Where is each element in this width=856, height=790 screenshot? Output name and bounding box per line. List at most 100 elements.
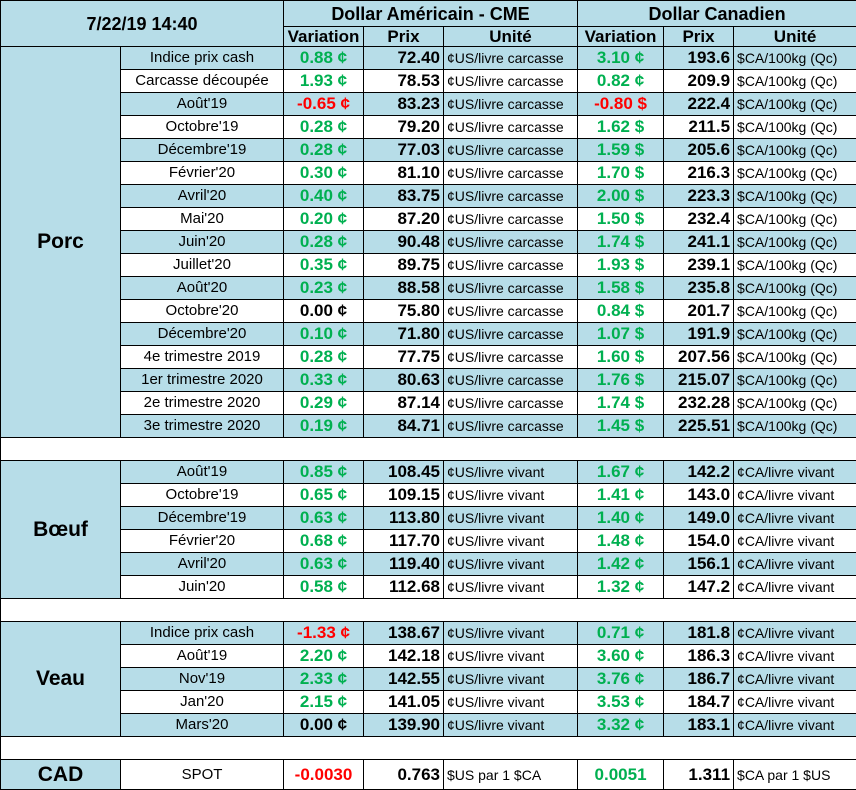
- column-header: Variation: [578, 27, 664, 47]
- us-variation: 0.28 ¢: [284, 116, 364, 139]
- ca-unit: $CA/100kg (Qc): [734, 208, 856, 231]
- column-header: Variation: [284, 27, 364, 47]
- item-label: Carcasse découpée: [121, 70, 284, 93]
- item-label: Juillet'20: [121, 254, 284, 277]
- us-price: 117.70: [364, 530, 444, 553]
- column-header: Prix: [364, 27, 444, 47]
- us-variation: 0.28 ¢: [284, 346, 364, 369]
- ca-unit: $CA/100kg (Qc): [734, 277, 856, 300]
- ca-variation: 1.76 $: [578, 369, 664, 392]
- us-variation: 0.65 ¢: [284, 484, 364, 507]
- us-unit: ¢US/livre carcasse: [444, 415, 578, 438]
- us-unit: ¢US/livre carcasse: [444, 139, 578, 162]
- ca-price: 209.9: [664, 70, 734, 93]
- ca-variation: 1.07 $: [578, 323, 664, 346]
- ca-price: 207.56: [664, 346, 734, 369]
- ca-variation: 1.50 $: [578, 208, 664, 231]
- ca-price: 183.1: [664, 714, 734, 737]
- ca-unit: $CA/100kg (Qc): [734, 231, 856, 254]
- ca-variation: 3.53 ¢: [578, 691, 664, 714]
- us-price: 139.90: [364, 714, 444, 737]
- us-unit: ¢US/livre carcasse: [444, 392, 578, 415]
- ca-variation: 3.60 ¢: [578, 645, 664, 668]
- item-label: Avril'20: [121, 553, 284, 576]
- ca-unit: $CA/100kg (Qc): [734, 300, 856, 323]
- us-price: 83.75: [364, 185, 444, 208]
- group-label: Veau: [1, 622, 121, 737]
- item-label: Décembre'19: [121, 139, 284, 162]
- us-variation: -0.0030: [284, 760, 364, 790]
- ca-variation: 1.32 ¢: [578, 576, 664, 599]
- us-variation: 1.93 ¢: [284, 70, 364, 93]
- item-label: Mai'20: [121, 208, 284, 231]
- ca-price: 186.3: [664, 645, 734, 668]
- us-unit: ¢US/livre carcasse: [444, 277, 578, 300]
- ca-price: 143.0: [664, 484, 734, 507]
- ca-price: 232.28: [664, 392, 734, 415]
- us-variation: 0.10 ¢: [284, 323, 364, 346]
- us-unit: ¢US/livre vivant: [444, 530, 578, 553]
- item-label: Octobre'19: [121, 484, 284, 507]
- us-variation: 0.33 ¢: [284, 369, 364, 392]
- us-variation: 0.68 ¢: [284, 530, 364, 553]
- ca-unit: $CA/100kg (Qc): [734, 139, 856, 162]
- us-unit: ¢US/livre vivant: [444, 484, 578, 507]
- ca-unit: ¢CA/livre vivant: [734, 576, 856, 599]
- ca-unit: $CA/100kg (Qc): [734, 162, 856, 185]
- us-variation: 0.30 ¢: [284, 162, 364, 185]
- spacer-cell: [1, 737, 856, 760]
- item-label: 1er trimestre 2020: [121, 369, 284, 392]
- item-label: Octobre'19: [121, 116, 284, 139]
- ca-unit: $CA/100kg (Qc): [734, 116, 856, 139]
- item-label: Août'20: [121, 277, 284, 300]
- ca-unit: ¢CA/livre vivant: [734, 714, 856, 737]
- us-price: 138.67: [364, 622, 444, 645]
- item-label: 3e trimestre 2020: [121, 415, 284, 438]
- ca-variation: 1.74 $: [578, 231, 664, 254]
- us-variation: 0.88 ¢: [284, 47, 364, 70]
- us-variation: 0.00 ¢: [284, 300, 364, 323]
- us-price: 84.71: [364, 415, 444, 438]
- us-variation: 0.58 ¢: [284, 576, 364, 599]
- ca-variation: 3.32 ¢: [578, 714, 664, 737]
- ca-unit: ¢CA/livre vivant: [734, 645, 856, 668]
- us-unit: ¢US/livre carcasse: [444, 162, 578, 185]
- ca-unit: $CA/100kg (Qc): [734, 185, 856, 208]
- us-variation: 0.63 ¢: [284, 553, 364, 576]
- ca-price: 181.8: [664, 622, 734, 645]
- us-price: 83.23: [364, 93, 444, 116]
- ca-title: Dollar Canadien: [578, 1, 856, 27]
- ca-variation: 1.42 ¢: [578, 553, 664, 576]
- ca-price: 1.311: [664, 760, 734, 790]
- ca-unit: ¢CA/livre vivant: [734, 484, 856, 507]
- ca-variation: 1.41 ¢: [578, 484, 664, 507]
- ca-price: 184.7: [664, 691, 734, 714]
- us-variation: 0.29 ¢: [284, 392, 364, 415]
- ca-price: 205.6: [664, 139, 734, 162]
- ca-unit: ¢CA/livre vivant: [734, 691, 856, 714]
- ca-price: 201.7: [664, 300, 734, 323]
- ca-price: 149.0: [664, 507, 734, 530]
- ca-price: 156.1: [664, 553, 734, 576]
- item-label: Février'20: [121, 530, 284, 553]
- us-price: 90.48: [364, 231, 444, 254]
- us-price: 75.80: [364, 300, 444, 323]
- ca-unit: $CA/100kg (Qc): [734, 369, 856, 392]
- us-unit: ¢US/livre carcasse: [444, 70, 578, 93]
- item-label: Mars'20: [121, 714, 284, 737]
